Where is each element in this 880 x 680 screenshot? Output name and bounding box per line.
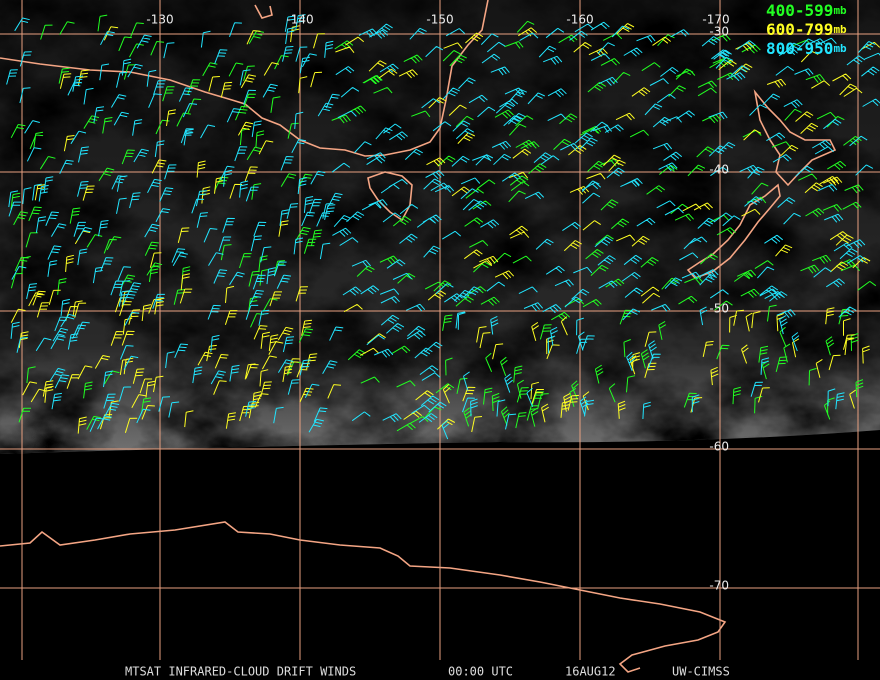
source: UW-CIMSS (672, 665, 730, 679)
date: 16AUG12 (565, 665, 616, 679)
antarctica-coast (0, 521, 727, 673)
legend-entry: 800-950mb (766, 39, 847, 58)
legend-range: 800-950 (766, 39, 833, 58)
legend-unit: mb (833, 23, 847, 36)
legend-entry: 600-799mb (766, 20, 847, 39)
barb-group (6, 14, 880, 440)
island-coast (254, 4, 273, 19)
legend-range: 600-799 (766, 20, 833, 39)
tasmania-coast (367, 171, 413, 222)
footer: MTSAT INFRARED-CLOUD DRIFT WINDS 00:00 U… (125, 665, 730, 679)
product-name: MTSAT INFRARED-CLOUD DRIFT WINDS (125, 665, 356, 679)
australia-coast (0, 0, 489, 157)
legend-range: 400-599 (766, 1, 833, 20)
nz-north-coast (753, 89, 837, 187)
latitude-label: -30 (709, 25, 729, 39)
longitude-label: -160 (566, 13, 593, 27)
wind-barbs (6, 14, 880, 440)
latitude-label: -50 (709, 302, 729, 316)
longitude-label: -140 (286, 13, 313, 27)
legend-entry: 400-599mb (766, 1, 847, 20)
barb-group (10, 23, 880, 434)
longitude-label: -150 (426, 13, 453, 27)
longitude-labels: -130 -140 -150 -160 -170 (146, 13, 729, 27)
time: 00:00 UTC (448, 665, 513, 679)
latitude-label: -60 (709, 440, 729, 454)
latitude-label: -70 (709, 579, 729, 593)
legend-unit: mb (833, 42, 847, 55)
longitude-label: -130 (146, 13, 173, 27)
latitude-label: -40 (709, 163, 729, 177)
legend-unit: mb (833, 4, 847, 17)
longitude-label: -170 (702, 13, 729, 27)
latitude-labels: -30 -40 -50 -60 -70 (709, 25, 729, 593)
graticule (0, 0, 880, 660)
